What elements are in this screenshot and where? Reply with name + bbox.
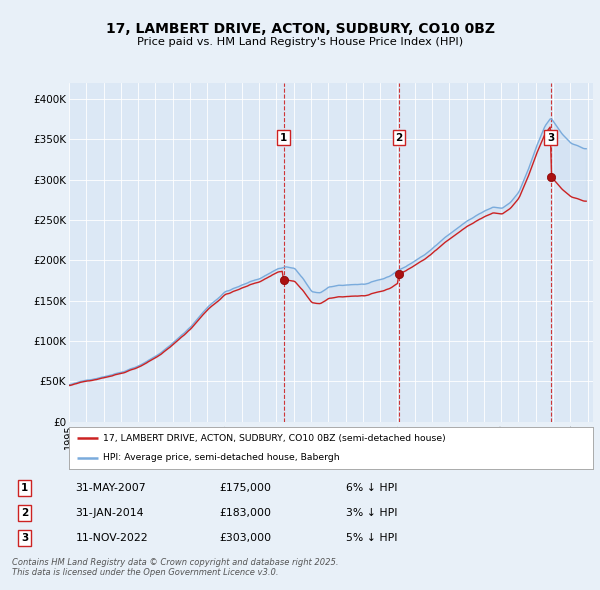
Text: Contains HM Land Registry data © Crown copyright and database right 2025.
This d: Contains HM Land Registry data © Crown c… (12, 558, 338, 577)
Text: 17, LAMBERT DRIVE, ACTON, SUDBURY, CO10 0BZ (semi-detached house): 17, LAMBERT DRIVE, ACTON, SUDBURY, CO10 … (103, 434, 446, 442)
Text: £183,000: £183,000 (220, 508, 271, 517)
Text: 11-NOV-2022: 11-NOV-2022 (76, 533, 148, 543)
Text: 3: 3 (547, 133, 554, 143)
Text: £175,000: £175,000 (220, 483, 271, 493)
Text: 31-JAN-2014: 31-JAN-2014 (76, 508, 144, 517)
Text: £303,000: £303,000 (220, 533, 271, 543)
Text: 3: 3 (21, 533, 28, 543)
Text: 1: 1 (21, 483, 28, 493)
Text: 2: 2 (395, 133, 403, 143)
Text: 31-MAY-2007: 31-MAY-2007 (76, 483, 146, 493)
Text: 6% ↓ HPI: 6% ↓ HPI (346, 483, 398, 493)
Text: 5% ↓ HPI: 5% ↓ HPI (346, 533, 398, 543)
Text: 17, LAMBERT DRIVE, ACTON, SUDBURY, CO10 0BZ: 17, LAMBERT DRIVE, ACTON, SUDBURY, CO10 … (106, 22, 494, 37)
Text: HPI: Average price, semi-detached house, Babergh: HPI: Average price, semi-detached house,… (103, 453, 340, 462)
Text: 1: 1 (280, 133, 287, 143)
Text: 3% ↓ HPI: 3% ↓ HPI (346, 508, 398, 517)
Text: 2: 2 (21, 508, 28, 517)
Text: Price paid vs. HM Land Registry's House Price Index (HPI): Price paid vs. HM Land Registry's House … (137, 37, 463, 47)
